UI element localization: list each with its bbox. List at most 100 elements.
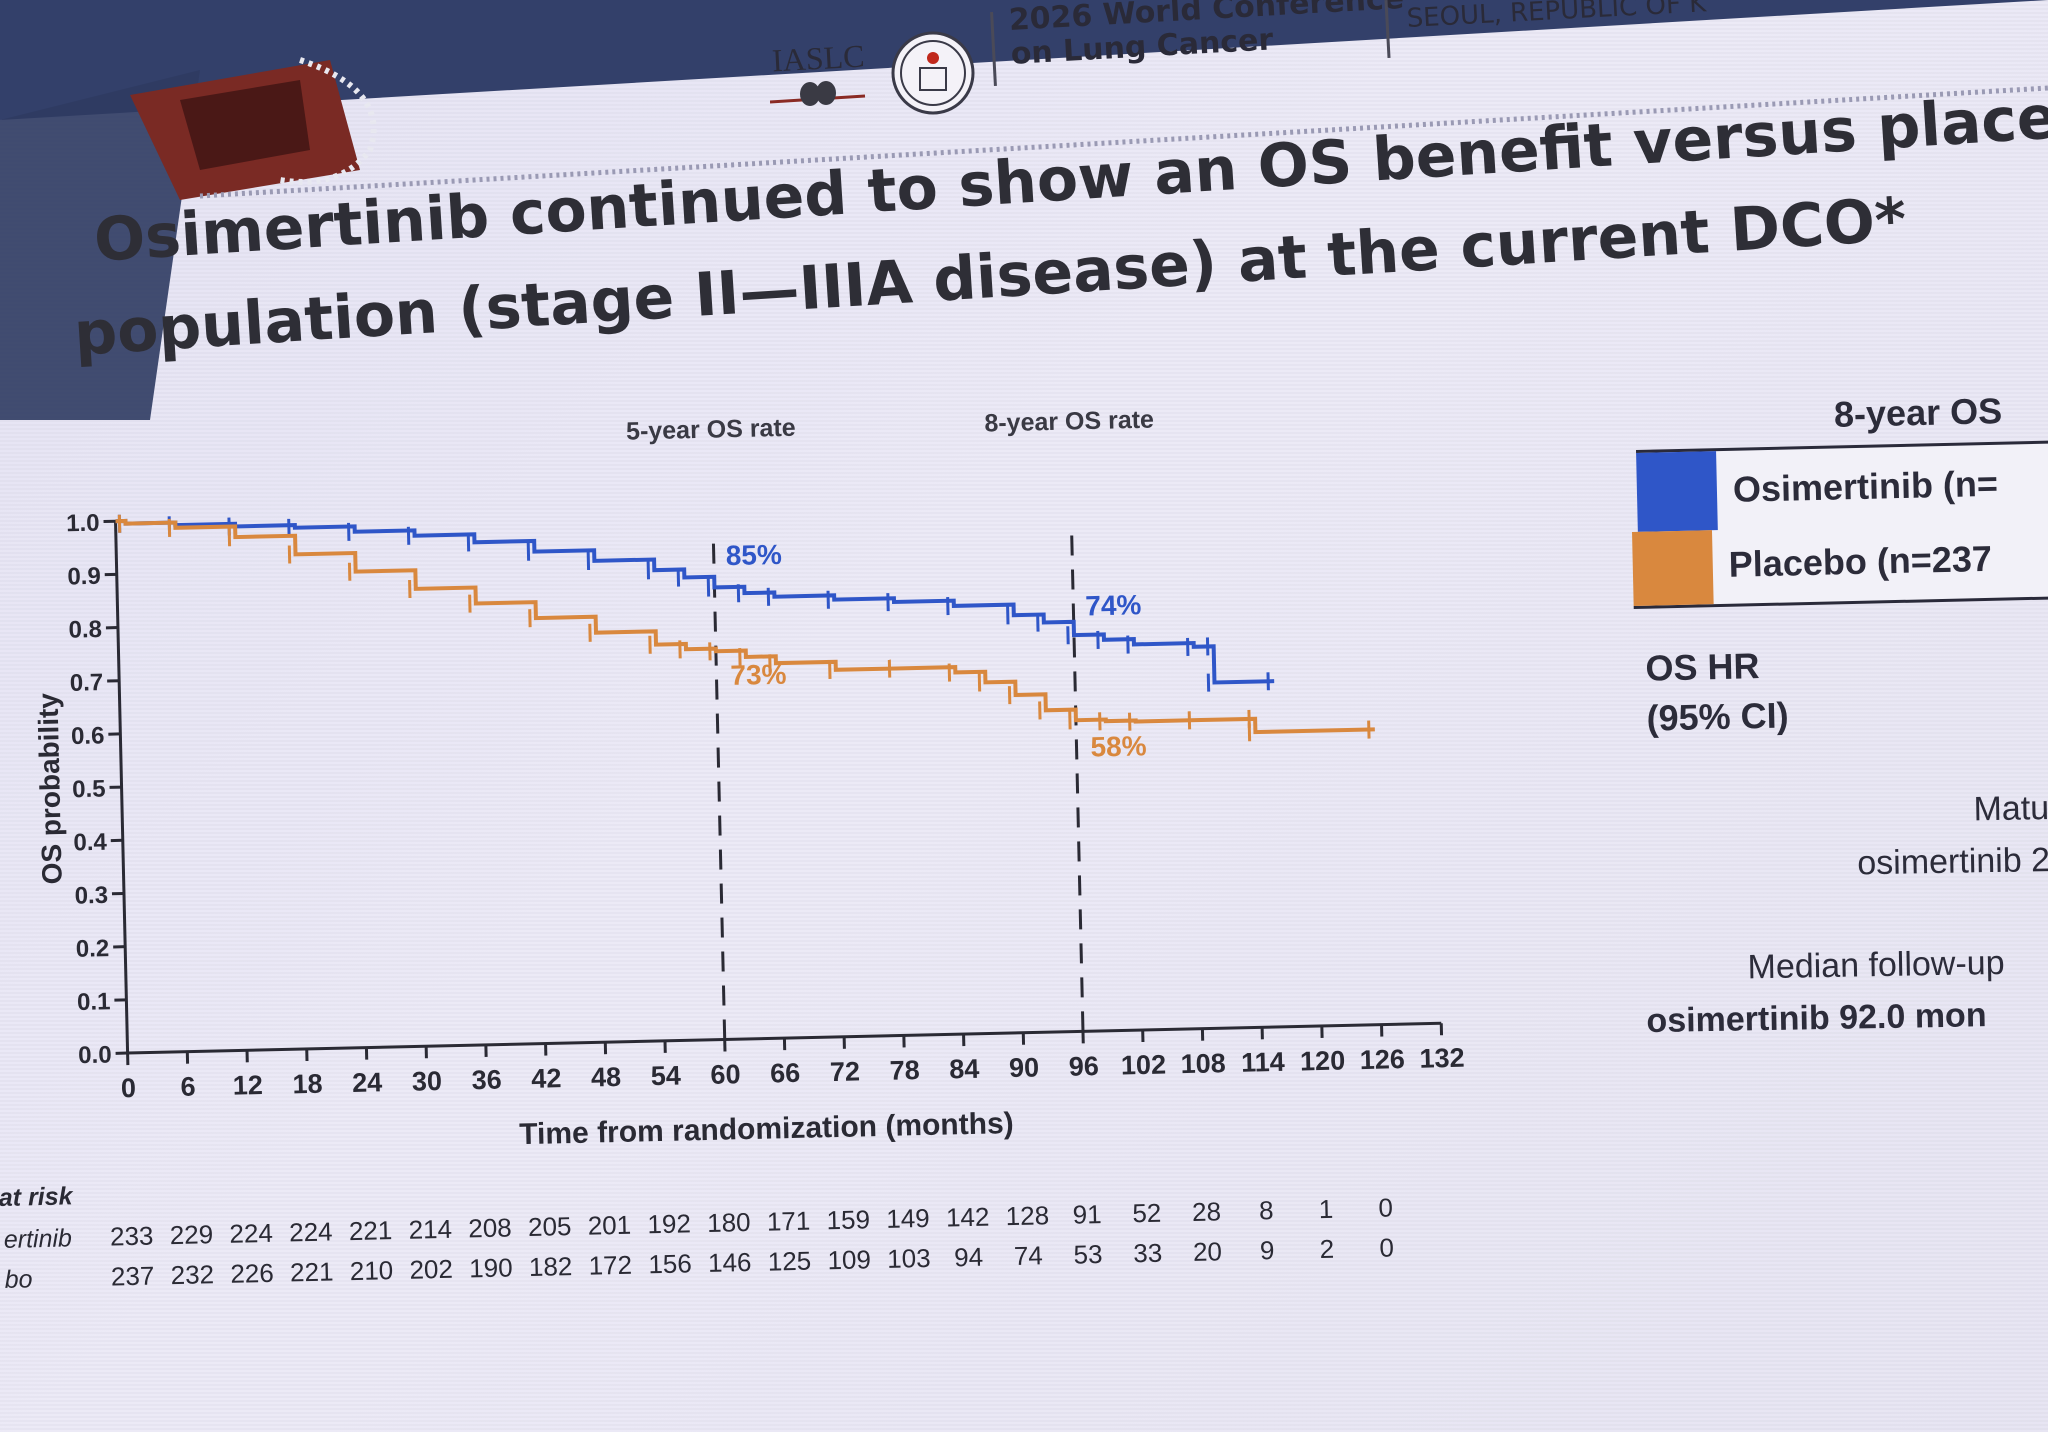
at-risk-value: 28 bbox=[1192, 1196, 1222, 1227]
y-tick-label: 0.5 bbox=[72, 775, 106, 803]
at-risk-value: 149 bbox=[886, 1203, 930, 1234]
x-tick-label: 108 bbox=[1180, 1048, 1226, 1079]
os-hr-label: OS HR (95% CI) bbox=[1645, 640, 1789, 743]
y-tick-label: 0.8 bbox=[68, 616, 102, 644]
x-tick-label: 132 bbox=[1419, 1043, 1465, 1074]
x-tick-label: 24 bbox=[352, 1067, 383, 1098]
at-risk-value: 232 bbox=[170, 1259, 214, 1290]
at-risk-value: 210 bbox=[349, 1255, 393, 1286]
legend-header: 8-year OS bbox=[1833, 390, 2003, 435]
y-tick-label: 0.6 bbox=[71, 722, 105, 750]
x-tick-label: 66 bbox=[770, 1058, 801, 1089]
at-risk-value: 192 bbox=[647, 1208, 691, 1239]
maturity-text-line-1: Matu bbox=[1973, 789, 2048, 829]
at-risk-value: 0 bbox=[1378, 1192, 1393, 1222]
annotation-label: 73% bbox=[730, 659, 787, 691]
at-risk-value: 201 bbox=[587, 1210, 631, 1241]
series-line bbox=[115, 518, 1375, 735]
at-risk-value: 8 bbox=[1259, 1195, 1274, 1225]
at-risk-value: 208 bbox=[468, 1212, 512, 1243]
x-tick-label: 12 bbox=[232, 1070, 263, 1101]
at-risk-value: 128 bbox=[1005, 1200, 1049, 1231]
at-risk-value: 214 bbox=[408, 1214, 452, 1245]
x-tick-label: 0 bbox=[121, 1073, 137, 1103]
at-risk-value: 180 bbox=[707, 1207, 751, 1238]
at-risk-value: 2 bbox=[1319, 1234, 1334, 1264]
x-tick-label: 18 bbox=[292, 1069, 323, 1100]
slide-frame-decoration bbox=[0, 0, 2048, 420]
y-tick-label: 1.0 bbox=[66, 510, 100, 538]
at-risk-value: 156 bbox=[648, 1248, 692, 1279]
at-risk-value: 91 bbox=[1072, 1199, 1102, 1230]
at-risk-value: 171 bbox=[767, 1206, 811, 1237]
x-tick-label: 126 bbox=[1359, 1044, 1405, 1075]
at-risk-value: 182 bbox=[529, 1251, 573, 1282]
annotation-label: 85% bbox=[725, 539, 782, 571]
at-risk-value: 237 bbox=[111, 1261, 155, 1292]
x-tick-label: 114 bbox=[1241, 1047, 1285, 1078]
follow-up-text: Median follow-up osimertinib 92.0 mon bbox=[1645, 937, 2006, 1047]
x-tick-label: 102 bbox=[1121, 1049, 1167, 1080]
at-risk-value: 224 bbox=[289, 1216, 333, 1247]
x-tick-label: 60 bbox=[710, 1059, 741, 1090]
conference-seal-icon bbox=[891, 31, 975, 115]
annotation-label: 74% bbox=[1085, 589, 1142, 621]
at-risk-value: 103 bbox=[887, 1243, 931, 1274]
at-risk-row-label: bo bbox=[4, 1265, 33, 1294]
legend-row-placebo: Placebo (n=237 bbox=[1632, 522, 2048, 609]
at-risk-value: 33 bbox=[1133, 1238, 1163, 1269]
at-risk-value: 202 bbox=[409, 1254, 453, 1285]
legend-label-osimertinib: Osimertinib (n= bbox=[1732, 462, 1999, 510]
at-risk-value: 52 bbox=[1132, 1198, 1162, 1229]
at-risk-value: 1 bbox=[1318, 1194, 1333, 1224]
at-risk-value: 221 bbox=[349, 1215, 393, 1246]
y-tick-label: 0.0 bbox=[78, 1041, 112, 1069]
at-risk-value: 172 bbox=[588, 1250, 632, 1281]
annotation-label: 58% bbox=[1090, 730, 1147, 762]
x-tick-label: 96 bbox=[1068, 1051, 1099, 1082]
at-risk-row-label: ertinib bbox=[3, 1224, 72, 1254]
os-hr-label-line-2: (95% CI) bbox=[1646, 694, 1790, 739]
at-risk-value: 74 bbox=[1014, 1240, 1044, 1271]
at-risk-value: 233 bbox=[110, 1221, 154, 1252]
x-tick-label: 36 bbox=[471, 1065, 502, 1096]
reference-line bbox=[1070, 529, 1085, 1032]
at-risk-value: 9 bbox=[1260, 1235, 1275, 1265]
at-risk-value: 142 bbox=[946, 1202, 990, 1233]
follow-up-text-line-1: Median follow-up bbox=[1747, 943, 2005, 987]
legend-label-placebo: Placebo (n=237 bbox=[1728, 537, 1993, 585]
x-tick-label: 84 bbox=[949, 1054, 980, 1085]
x-axis-label: Time from randomization (months) bbox=[519, 1107, 1014, 1151]
lung-icon bbox=[770, 81, 866, 106]
x-tick-label: 48 bbox=[591, 1062, 622, 1093]
at-risk-value: 53 bbox=[1073, 1239, 1103, 1270]
at-risk-value: 109 bbox=[827, 1244, 871, 1275]
x-tick-label: 90 bbox=[1009, 1052, 1040, 1083]
y-tick-label: 0.9 bbox=[67, 563, 101, 591]
at-risk-value: 159 bbox=[826, 1204, 870, 1235]
x-tick-label: 72 bbox=[830, 1056, 861, 1087]
y-tick-label: 0.1 bbox=[77, 988, 111, 1016]
x-tick-label: 6 bbox=[180, 1072, 196, 1102]
at-risk-value: 190 bbox=[469, 1252, 513, 1283]
at-risk-title: at risk bbox=[0, 1182, 74, 1212]
at-risk-value: 20 bbox=[1193, 1236, 1223, 1267]
x-tick-label: 54 bbox=[650, 1061, 681, 1092]
reference-line-label: 8-year OS rate bbox=[984, 406, 1154, 438]
at-risk-value: 229 bbox=[169, 1219, 213, 1250]
at-risk-value: 221 bbox=[290, 1256, 334, 1287]
at-risk-value: 226 bbox=[230, 1258, 274, 1289]
x-tick-label: 42 bbox=[531, 1063, 562, 1094]
reference-line-label: 5-year OS rate bbox=[626, 414, 796, 446]
at-risk-value: 94 bbox=[954, 1242, 984, 1273]
x-tick-label: 30 bbox=[412, 1066, 443, 1097]
y-tick-label: 0.3 bbox=[74, 882, 108, 910]
at-risk-value: 224 bbox=[229, 1218, 273, 1249]
at-risk-value: 205 bbox=[528, 1211, 572, 1242]
y-tick-label: 0.4 bbox=[73, 829, 108, 857]
y-tick-label: 0.2 bbox=[76, 935, 110, 963]
reference-line bbox=[711, 537, 727, 1040]
at-risk-value: 0 bbox=[1379, 1232, 1394, 1262]
